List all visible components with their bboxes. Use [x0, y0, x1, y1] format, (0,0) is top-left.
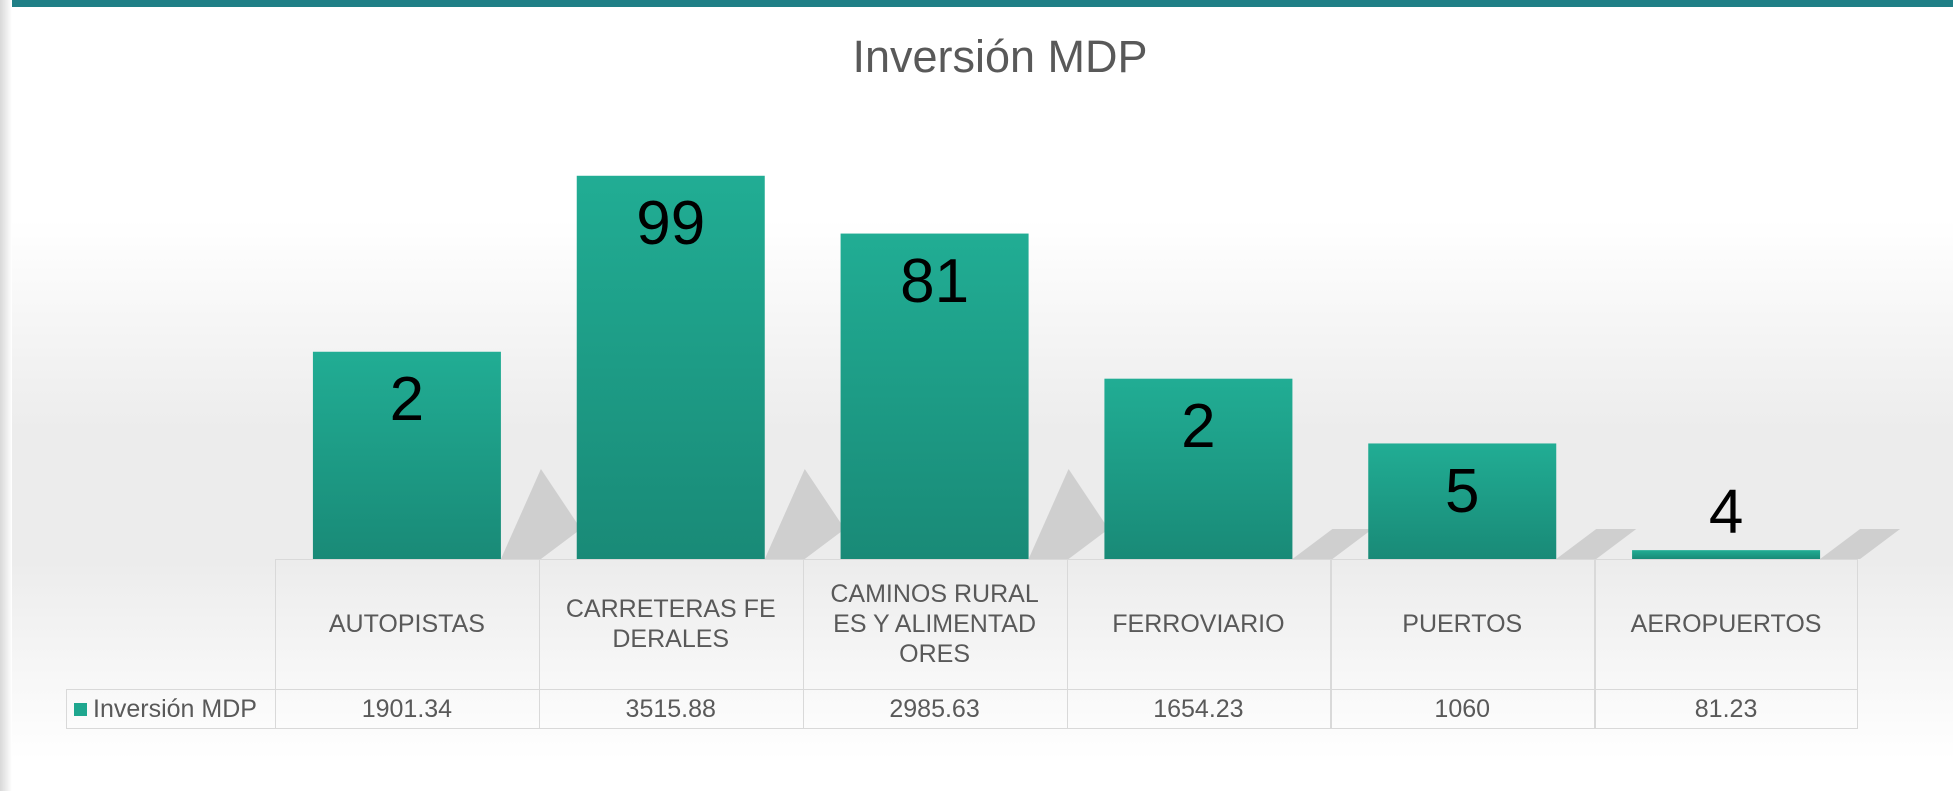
bar-shadow — [1028, 469, 1109, 559]
table-divider — [802, 559, 805, 729]
table-divider — [1330, 559, 1332, 729]
bar-shadow — [1820, 529, 1901, 559]
table-value: 3515.88 — [625, 695, 716, 723]
bar-shadow — [764, 469, 845, 559]
legend-cell: Inversión MDP — [66, 689, 275, 729]
data-label: 81 — [900, 247, 969, 316]
category-label: AEROPUERTOS — [1630, 610, 1822, 638]
bar — [312, 351, 501, 559]
data-label: 4 — [1709, 478, 1743, 547]
category-label: FERROVIARIO — [1112, 610, 1285, 638]
data-label: 99 — [636, 189, 705, 258]
legend-key — [74, 702, 87, 716]
bar-shadow — [1292, 529, 1373, 559]
table-divider — [538, 559, 541, 729]
table-value: 1654.23 — [1153, 695, 1244, 723]
top-bar — [0, 0, 1953, 7]
data-label: 2 — [1181, 392, 1215, 461]
category-label: PUERTOS — [1402, 610, 1523, 638]
category-label: CAMINOS RURALES Y ALIMENTADORES — [830, 580, 1039, 668]
table-value: 1060 — [1434, 695, 1491, 723]
table-value: 81.23 — [1694, 695, 1758, 723]
bar — [1368, 443, 1557, 559]
category-label: CARRETERAS FEDERALES — [565, 595, 776, 653]
left-edge — [0, 0, 12, 791]
bar-shadow — [500, 469, 581, 559]
bar — [1104, 378, 1293, 559]
bar-shadow — [1556, 529, 1637, 559]
table-divider — [1594, 559, 1596, 729]
chart-title: Inversión MDP — [852, 31, 1147, 82]
bar — [576, 175, 765, 559]
data-label: 2 — [390, 365, 424, 434]
table-value: 1901.34 — [361, 695, 453, 723]
table-divider — [1066, 559, 1068, 729]
category-label: AUTOPISTAS — [328, 610, 485, 638]
table-value: 2985.63 — [889, 695, 980, 723]
bar — [840, 233, 1029, 559]
table-frame — [66, 689, 1858, 729]
legend-label: Inversión MDP — [93, 695, 257, 723]
data-label: 5 — [1445, 457, 1479, 526]
bar — [1632, 550, 1821, 559]
